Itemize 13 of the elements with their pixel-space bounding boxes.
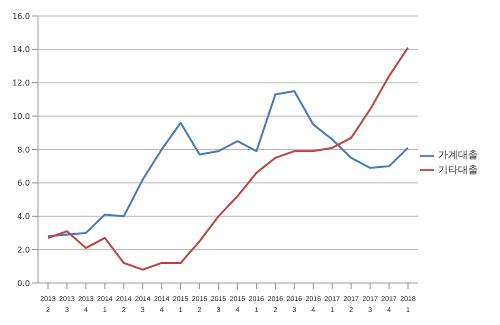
- y-tick-label: 2.0: [17, 245, 30, 254]
- y-tick-label: 12.0: [12, 78, 30, 88]
- y-tick-label: 10.0: [12, 112, 30, 121]
- y-tick-label: 14.0: [12, 45, 30, 54]
- legend-label: 기타대출: [438, 164, 478, 176]
- y-tick-label: 4.0: [17, 212, 30, 222]
- y-tick-label: 0.0: [17, 278, 30, 288]
- line-series: [47, 46, 409, 271]
- y-tick-label: 6.0: [17, 178, 30, 188]
- legend-label: 가계대출: [438, 150, 478, 162]
- y-tick-label: 16.0: [12, 12, 30, 21]
- y-tick-label: 8.0: [17, 145, 30, 154]
- line-series: [47, 90, 409, 238]
